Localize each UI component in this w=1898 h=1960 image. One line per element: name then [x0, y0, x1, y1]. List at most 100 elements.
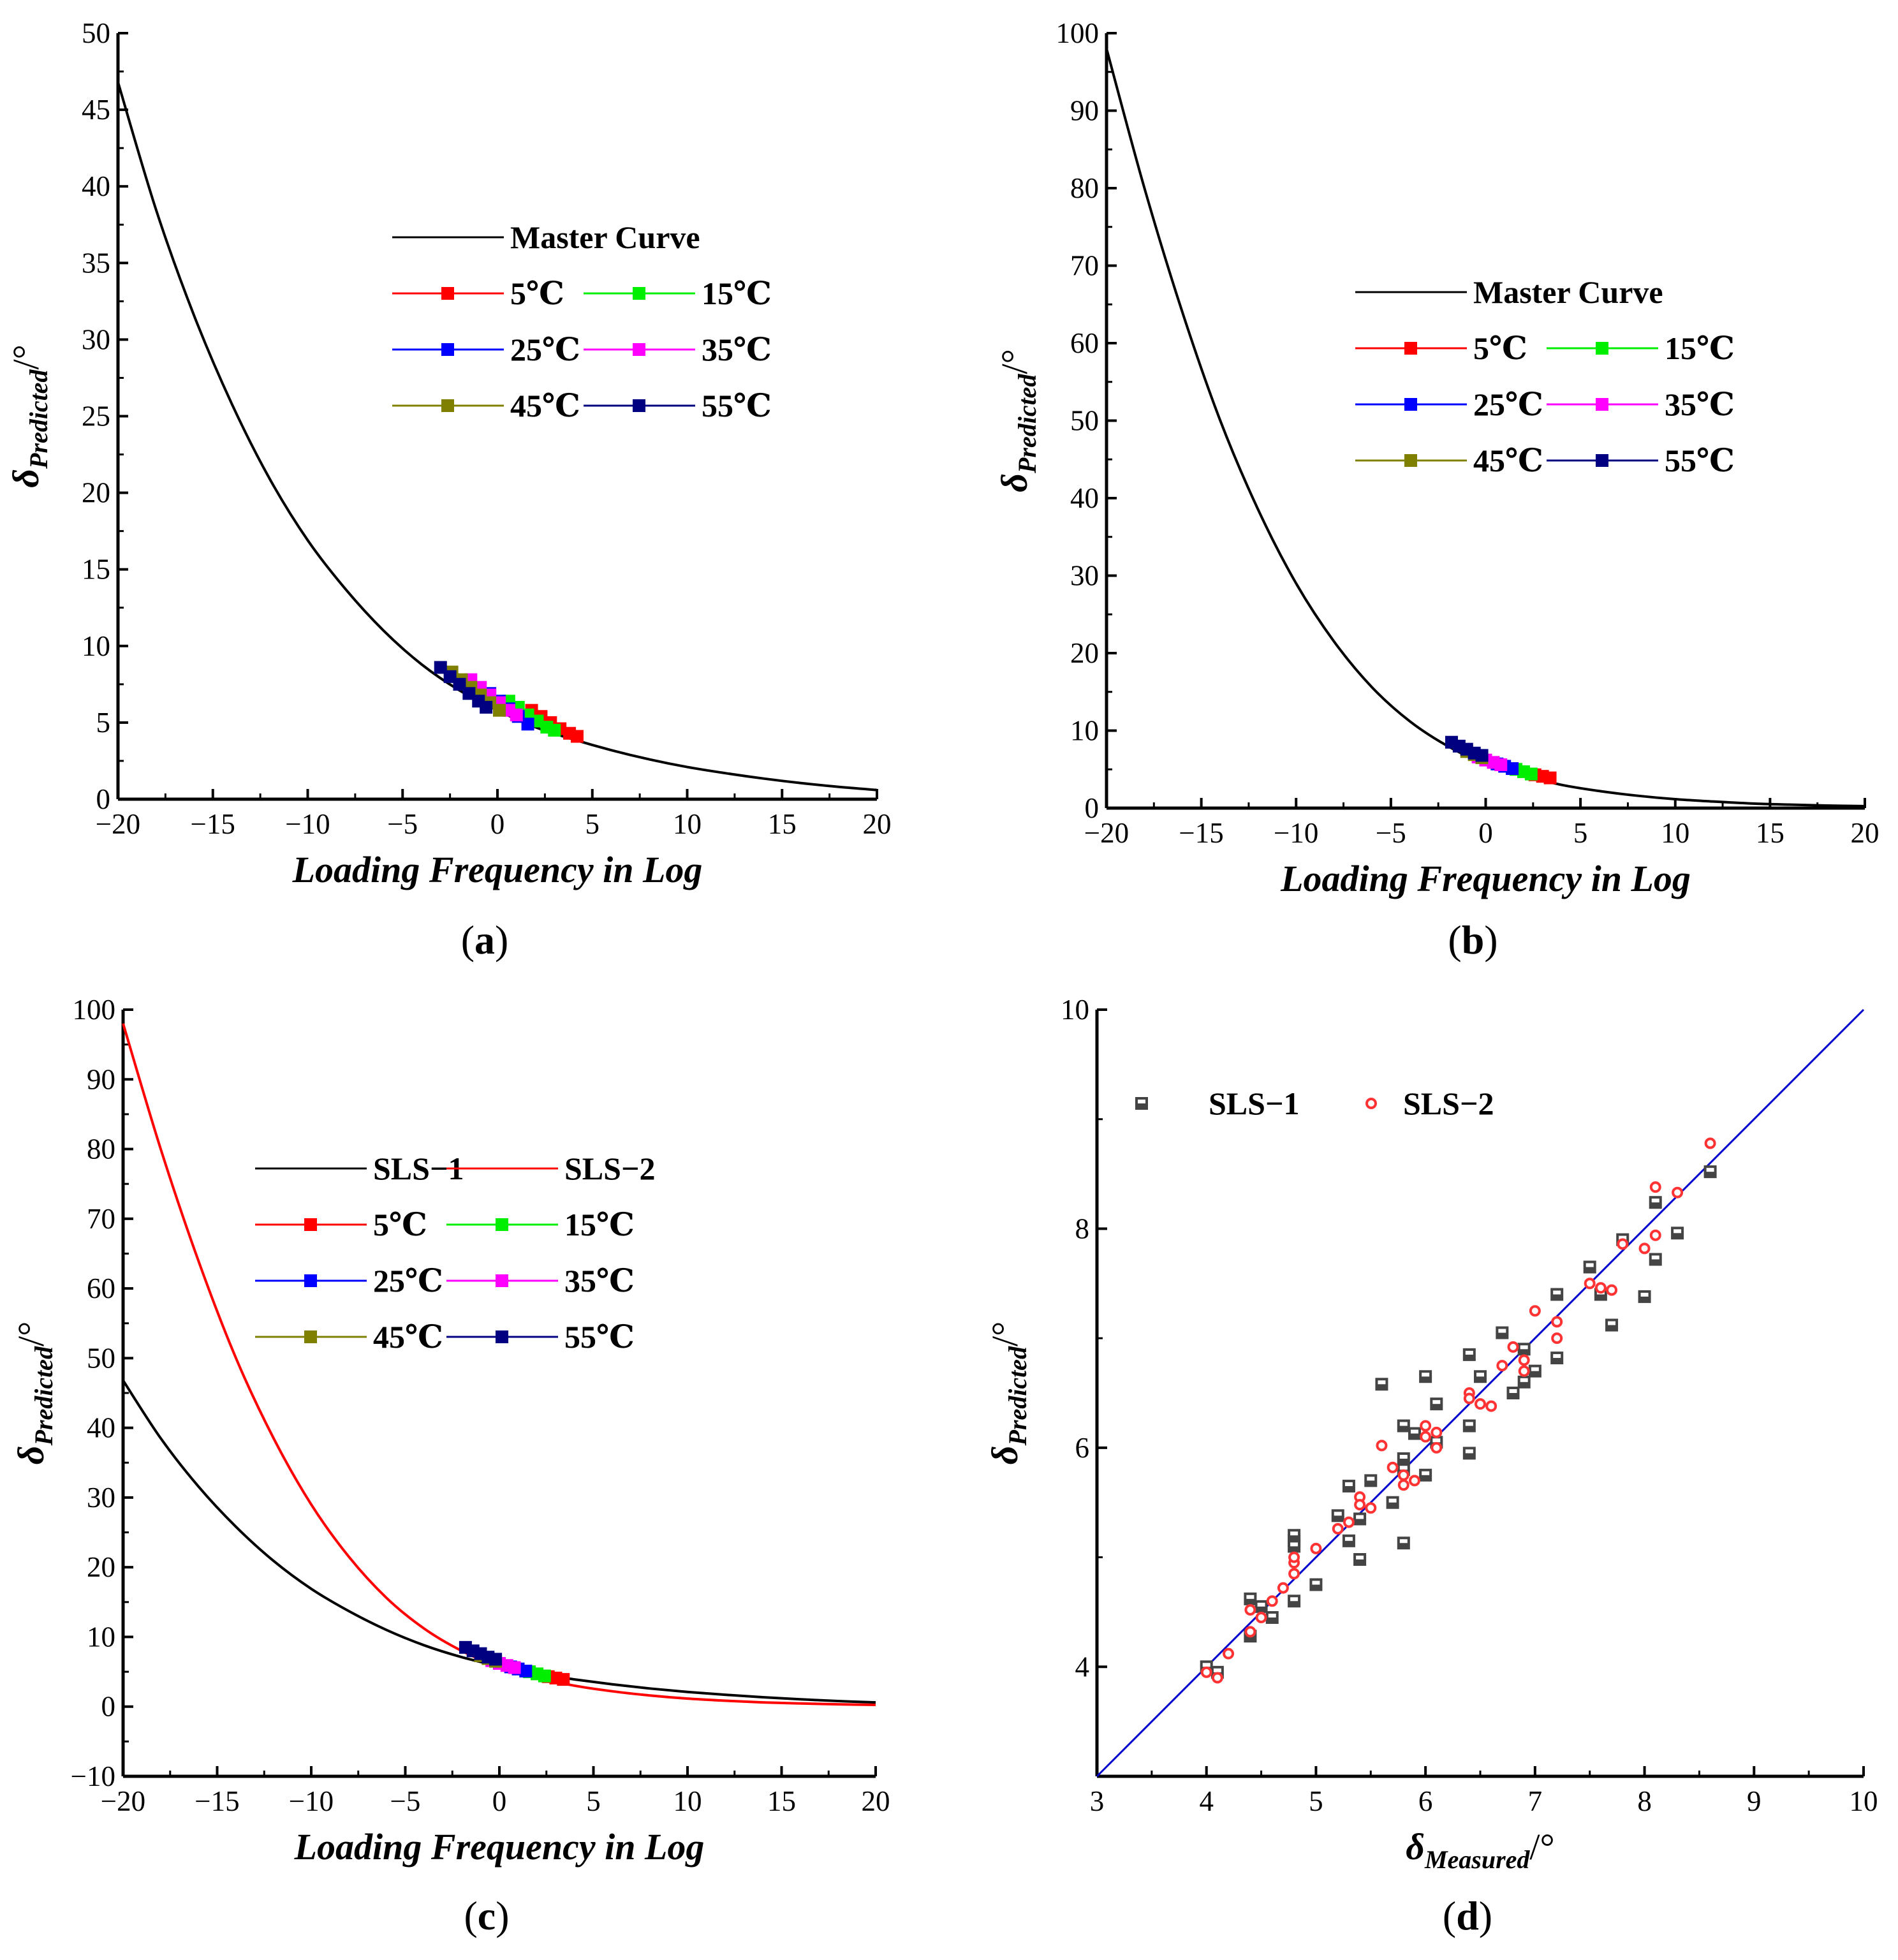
x-tick-label: 5 [1573, 817, 1588, 849]
data-point-fill-SLS−1 [1311, 1584, 1321, 1590]
legend-marker [1404, 342, 1417, 355]
data-point-fill-SLS−1 [1398, 1543, 1409, 1549]
data-point-fill-SLS−1 [1267, 1617, 1277, 1623]
data-point-SLS−2 [1420, 1420, 1432, 1432]
data-point-SLS−2 [1266, 1595, 1278, 1607]
y-tick-label: 40 [82, 170, 110, 202]
data-point-fill-SLS−1 [1420, 1475, 1431, 1480]
y-axis-label-unit: /° [5, 344, 47, 369]
data-point-SLS−2 [1518, 1365, 1530, 1377]
legend-label: SLS−1 [1209, 1086, 1299, 1121]
y-tick-label: 90 [87, 1063, 115, 1095]
y-tick-label: 0 [101, 1691, 116, 1723]
data-point-fill-SLS−1 [1650, 1259, 1661, 1265]
data-point-5℃ [570, 730, 584, 743]
data-point-SLS−2 [1288, 1568, 1300, 1580]
y-axis-label-subscript: Predicted [1003, 1346, 1032, 1446]
data-point-SLS−2 [1496, 1360, 1508, 1372]
legend-marker [441, 399, 454, 412]
y-axis-label-subscript: Predicted [1013, 374, 1041, 474]
legend-marker [441, 343, 454, 356]
data-point-SLS−2 [1255, 1612, 1267, 1624]
data-point-SLS−2 [1529, 1305, 1541, 1317]
x-tick-label: −5 [390, 1785, 421, 1817]
legend-label: 35℃ [1665, 387, 1735, 422]
x-axis-label-symbol: δ [1406, 1826, 1425, 1868]
legend-label: SLS−2 [564, 1151, 655, 1186]
x-tick-label: 20 [863, 808, 892, 840]
curve-Master Curve [117, 82, 878, 792]
data-point-fill-SLS−1 [1256, 1606, 1267, 1612]
legend-label: 25℃ [1473, 387, 1543, 422]
panel-caption: (d) [1443, 1893, 1492, 1938]
legend-marker [1596, 342, 1608, 355]
chart-panel-d: 3 4 5 6 7 8 9 1046810δPredicted/°δMeasured/°(d)… [984, 994, 1878, 1938]
y-tick-label: 90 [1070, 95, 1099, 127]
legend-marker [1404, 454, 1417, 467]
y-tick-label: 15 [82, 554, 110, 586]
legend: Master Curve 5℃ 15℃ 25℃ 35℃ 45℃ 55℃ [1355, 274, 1735, 478]
x-tick-label: −15 [1179, 817, 1223, 849]
y-tick-label: 60 [1070, 327, 1099, 359]
y-axis-label-subscript: Predicted [29, 1346, 58, 1446]
data-point-SLS−2 [1223, 1647, 1235, 1660]
data-point-fill-SLS−1 [1529, 1371, 1540, 1376]
data-point-15℃ [548, 723, 561, 737]
data-point-SLS−2 [1376, 1440, 1388, 1452]
data-point-fill-SLS−1 [1289, 1546, 1300, 1552]
y-tick-label: 40 [1070, 482, 1099, 514]
legend-label: Master Curve [510, 219, 700, 255]
data-point-55℃ [1475, 749, 1489, 762]
data-point-fill-SLS−1 [1398, 1459, 1409, 1464]
legend-label: 25℃ [373, 1263, 443, 1299]
x-tick-label: 0 [1478, 817, 1493, 849]
data-point-fill-SLS−1 [1464, 1426, 1475, 1431]
x-tick-label: 4 [1199, 1785, 1214, 1817]
y-tick-label: 30 [87, 1482, 115, 1514]
x-tick-label: 8 [1637, 1785, 1652, 1817]
data-point-SLS−2 [1507, 1341, 1519, 1353]
x-tick-label: −10 [285, 808, 330, 840]
legend-marker [1596, 454, 1608, 467]
legend-marker [633, 287, 645, 300]
x-tick-label: 9 [1747, 1785, 1762, 1817]
data-point-fill-SLS−1 [1584, 1267, 1595, 1272]
data-point-fill-SLS−1 [1497, 1332, 1508, 1338]
y-tick-label: 4 [1075, 1651, 1090, 1683]
data-point-fill-SLS−1 [1464, 1453, 1475, 1459]
data-point-SLS−2 [1463, 1392, 1475, 1404]
legend-label: SLS−2 [1403, 1086, 1494, 1121]
x-tick-label: 10 [1850, 1785, 1878, 1817]
data-point-SLS−2 [1244, 1603, 1256, 1616]
data-point-fill-SLS−1 [1508, 1393, 1519, 1398]
y-tick-label: 10 [1061, 994, 1089, 1026]
legend-label: 25℃ [510, 332, 580, 367]
y-axis-label-unit: /° [10, 1322, 52, 1346]
legend-marker [1596, 398, 1608, 411]
legend-label: 45℃ [373, 1319, 443, 1355]
data-point-fill-SLS−1 [1365, 1480, 1376, 1486]
data-point-SLS−2 [1617, 1238, 1629, 1250]
data-point-SLS−2 [1244, 1626, 1256, 1638]
data-point-fill-SLS−1 [1343, 1540, 1354, 1546]
legend-marker [1404, 398, 1417, 411]
legend-label: 45℃ [510, 388, 580, 424]
data-point-fill-SLS−1 [1289, 1601, 1300, 1607]
data-point-SLS−2 [1704, 1137, 1716, 1149]
data-point-fill-SLS−1 [1245, 1636, 1256, 1642]
chart-panel-a: −20 −15 −10 −5 0 5 10 15 20 0 5 10 15 20 25 30 35 40 45 50 δ… [5, 17, 892, 962]
legend-label: 35℃ [564, 1263, 635, 1299]
x-axis-label: Loading Frequency in Log [1280, 858, 1691, 899]
legend-label: 55℃ [702, 388, 772, 424]
data-point-25℃ [1506, 762, 1519, 776]
legend-label: 15℃ [564, 1207, 635, 1242]
data-point-35℃ [510, 708, 523, 721]
data-point-SLS−2 [1332, 1522, 1344, 1535]
y-axis-label-symbol: δ [984, 1446, 1026, 1465]
legend-marker [1365, 1098, 1377, 1109]
y-axis-label-subscript: Predicted [24, 369, 53, 469]
legend-label: 35℃ [702, 332, 772, 367]
data-point-fill-SLS−1 [1431, 1404, 1442, 1410]
y-tick-label: 45 [82, 94, 110, 126]
y-tick-label: 10 [87, 1621, 115, 1653]
